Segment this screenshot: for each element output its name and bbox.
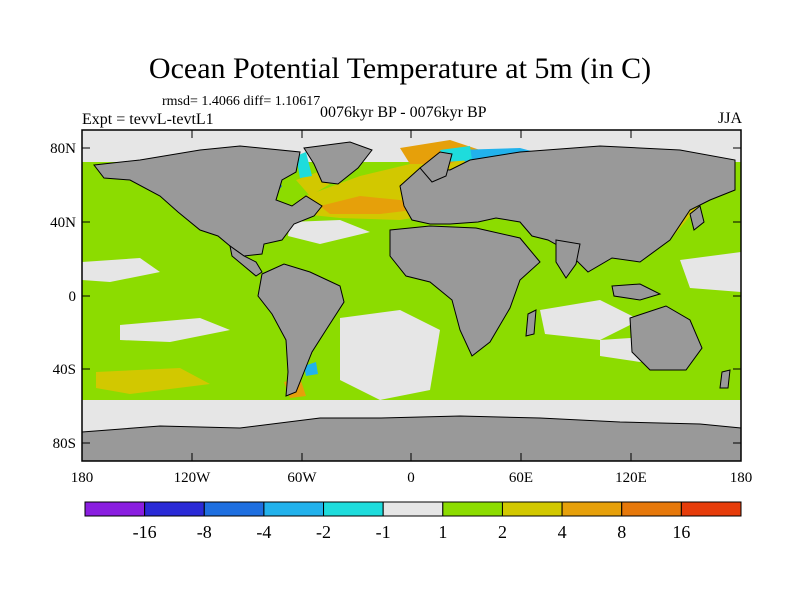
colorbar-label: -4 <box>256 522 271 542</box>
australia <box>629 305 703 371</box>
colorbar-swatch <box>382 501 444 517</box>
lat-label-80n: 80N <box>50 141 76 157</box>
colorbar-label: -2 <box>316 522 331 542</box>
period-label: 0076kyr BP - 0076kyr BP <box>320 104 487 121</box>
colorbar-label: 16 <box>672 522 690 542</box>
lat-label-0: 0 <box>69 289 77 305</box>
colorbar-swatch <box>263 501 325 517</box>
lat-label-80s: 80S <box>53 436 76 452</box>
lat-label-40s: 40S <box>53 362 76 378</box>
pacific-east-patch <box>82 258 160 282</box>
colorbar-swatch <box>680 501 742 517</box>
season-label: JJA <box>717 110 742 127</box>
greenland-cyan <box>296 152 312 178</box>
antarctica <box>82 415 741 461</box>
indonesia <box>611 283 662 301</box>
indian-ocean-patch <box>540 300 640 340</box>
colorbar: -16 -8 -4 -2 -1 1 2 4 8 16 <box>84 501 742 542</box>
eurasia <box>399 145 736 273</box>
lon-label-120w: 120W <box>174 470 212 486</box>
india <box>555 239 581 279</box>
lon-label-60e: 60E <box>509 470 533 486</box>
longitude-labels: 180 120W 60W 0 60E 120E 180 <box>71 470 753 486</box>
africa <box>389 225 541 357</box>
latitude-labels: 80N 40N 0 40S 80S <box>50 141 76 452</box>
lon-label-60w: 60W <box>287 470 317 486</box>
lon-label-120e: 120E <box>615 470 647 486</box>
colorbar-swatch <box>323 501 384 517</box>
north-atlantic-core <box>320 196 430 214</box>
south-america <box>257 263 345 397</box>
colorbar-swatch <box>621 501 682 517</box>
south-atlantic-cyan <box>304 362 318 376</box>
colorbar-swatch <box>84 501 146 517</box>
axis-ticks <box>82 130 741 461</box>
stats-text: rmsd= 1.4066 diff= 1.10617 <box>162 94 321 109</box>
colorbar-label: 8 <box>617 522 626 542</box>
land-masses <box>82 141 741 461</box>
colorbar-label: -16 <box>133 522 157 542</box>
experiment-label: Expt = tevvL-tevtL1 <box>82 111 214 128</box>
colorbar-label: 2 <box>498 522 507 542</box>
colorbar-label: 1 <box>438 522 447 542</box>
lon-label-180e: 180 <box>730 470 753 486</box>
west-pacific-patch <box>680 252 741 292</box>
greenland <box>303 141 373 185</box>
map-title: Ocean Potential Temperature at 5m (in C) <box>148 52 652 85</box>
colorbar-swatch <box>561 501 623 517</box>
colorbar-label: -8 <box>197 522 212 542</box>
japan <box>689 205 705 231</box>
new-zealand <box>719 369 731 389</box>
madagascar <box>525 309 537 337</box>
colorbar-label: 4 <box>558 522 567 542</box>
south-atlantic-patch <box>340 310 440 400</box>
lon-label-180w: 180 <box>71 470 94 486</box>
colorbar-swatch <box>442 501 503 517</box>
colorbar-label: -1 <box>376 522 391 542</box>
lon-label-0: 0 <box>407 470 415 486</box>
pacific-north-patch <box>288 220 370 244</box>
south-pacific-patch <box>120 318 230 342</box>
scandinavia <box>419 151 453 183</box>
south-atlantic-warm <box>96 368 210 394</box>
north-america <box>93 145 323 257</box>
central-america <box>229 244 263 277</box>
lat-label-40n: 40N <box>50 215 76 231</box>
colorbar-swatch <box>203 501 265 517</box>
colorbar-swatch <box>501 501 563 517</box>
colorbar-swatch <box>144 501 205 517</box>
